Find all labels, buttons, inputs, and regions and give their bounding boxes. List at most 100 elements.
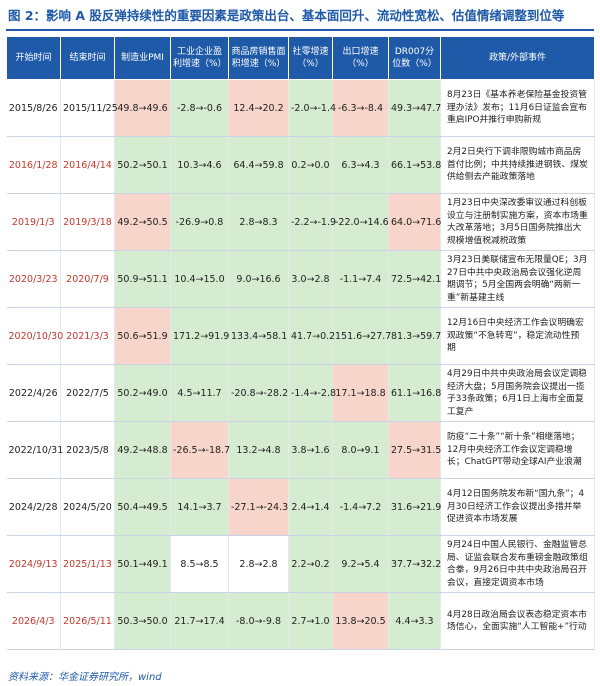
start-date-cell: 2024/2/28 — [6, 478, 61, 536]
event-cell: 12月16日中央经济工作会议明确宏观政策“不急转弯”，稳定流动性预期 — [440, 307, 595, 365]
indicator-cell: 21.7→17.4 — [170, 592, 229, 650]
start-date-cell: 2020/10/30 — [6, 307, 63, 365]
event-cell: 防疫“二十条”“新十条”相继落地；12月中央经济工作会议定调稳增长；ChatGP… — [440, 421, 595, 479]
indicator-cell: 4.4→3.3 — [388, 592, 441, 650]
table-row: 2024/9/13 2025/1/13 50.1→49.1 8.5→8.5 2.8→2.… — [6, 535, 595, 593]
event-cell: 4月28日政治局会议表态稳定资本市场信心，全面实施“人工智能+”行动 — [440, 592, 595, 650]
indicator-cell: -1.4→-2.8 — [288, 364, 336, 422]
figure-title: 图 2：影响 A 股反弹持续性的重要因素是政策出台、基本面回升、流动性宽松、估值… — [8, 8, 565, 23]
event-cell: 8月23日《基本养老保险基金投资管理办法》发布；11月6日证监会宣布重启IPO并… — [440, 79, 595, 137]
header-cell: 开始时间 — [6, 36, 61, 80]
indicator-cell: 151.6→27.7 — [332, 307, 391, 365]
indicator-cell: 10.3→4.6 — [170, 136, 229, 194]
indicator-cell: 49.2→50.5 — [114, 193, 171, 251]
start-date-cell: 2024/9/13 — [6, 535, 61, 593]
indicator-cell: -1.4→7.2 — [332, 478, 389, 536]
indicator-cell: 9.2→5.4 — [332, 535, 389, 593]
table-row: 2022/10/31 2023/5/8 49.2→48.8 -26.5→-18.7 13… — [6, 421, 595, 479]
end-date-cell: 2023/5/8 — [60, 421, 115, 479]
event-cell: 2月2日央行下调非限购城市商品房首付比例；中共持续推进钢铁、煤炭供给侧去产能政策… — [440, 136, 595, 194]
end-date-cell: 2025/1/13 — [60, 535, 115, 593]
indicator-cell: 37.7→32.2 — [388, 535, 441, 593]
indicator-cell: 8.0→9.1 — [332, 421, 389, 479]
indicator-cell: 49.2→48.8 — [114, 421, 171, 479]
indicator-cell: -20.8→-28.2 — [228, 364, 289, 422]
indicator-cell: 61.1→16.8 — [388, 364, 441, 422]
table-row: 2020/3/23 2020/7/9 50.9→51.1 10.4→15.0 9.0→1… — [6, 250, 595, 308]
table-row: 2015/8/26 2015/11/25 49.8→49.6 -2.8→-0.6 12.… — [6, 79, 595, 137]
end-date-cell: 2026/5/11 — [60, 592, 115, 650]
indicator-cell: 31.6→21.9 — [388, 478, 441, 536]
header-cell: 结束时间 — [60, 36, 115, 80]
indicator-cell: 50.2→49.0 — [114, 364, 171, 422]
indicator-cell: 12.4→20.2 — [228, 79, 289, 137]
indicator-cell: 50.6→51.9 — [114, 307, 171, 365]
start-date-cell: 2022/10/31 — [6, 421, 63, 479]
indicator-cell: -26.5→-18.7 — [170, 421, 230, 479]
indicator-cell: 10.4→15.0 — [170, 250, 229, 308]
end-date-cell: 2016/4/14 — [60, 136, 115, 194]
end-date-cell: 2015/11/25 — [60, 79, 118, 137]
start-date-cell: 2016/1/28 — [6, 136, 61, 194]
indicator-cell: 4.5→11.7 — [170, 364, 229, 422]
start-date-cell: 2026/4/3 — [6, 592, 61, 650]
source-note: 资料来源：华金证券研究所，wind — [8, 672, 162, 683]
indicator-cell: 3.0→2.8 — [288, 250, 333, 308]
indicator-cell: 6.3→4.3 — [332, 136, 389, 194]
end-date-cell: 2022/7/5 — [60, 364, 115, 422]
indicator-cell: 171.2→91.9 — [170, 307, 229, 365]
indicator-cell: 49.8→49.6 — [114, 79, 171, 137]
indicator-cell: 9.0→16.6 — [228, 250, 289, 308]
indicator-cell: -2.2→-1.9 — [288, 193, 336, 251]
indicator-cell: 72.5→42.1 — [388, 250, 441, 308]
data-table: 开始时间 结束时间 制造业PMI 工业企业盈利增速（%） 商品房销售面积增速（%… — [6, 36, 595, 650]
indicator-cell: 17.1→18.8 — [332, 364, 389, 422]
event-cell: 4月12日国务院发布新“国九条”；4月30日经济工作会议提出多措并举促进资本市场… — [440, 478, 595, 536]
indicator-cell: 41.7→0.2 — [288, 307, 335, 365]
indicator-cell: 13.8→20.5 — [332, 592, 389, 650]
header-cell: DR007分位数（%） — [388, 36, 441, 80]
header-cell: 政策/外部事件 — [440, 36, 595, 80]
header-cell: 商品房销售面积增速（%） — [228, 36, 289, 80]
start-date-cell: 2020/3/23 — [6, 250, 61, 308]
header-row: 开始时间 结束时间 制造业PMI 工业企业盈利增速（%） 商品房销售面积增速（%… — [6, 36, 595, 80]
indicator-cell: 2.2→0.2 — [288, 535, 333, 593]
indicator-cell: -2.8→-0.6 — [170, 79, 229, 137]
event-cell: 3月23日美联储宣布无限量QE；3月27日中共中央政治局会议强化逆周期调节；5月… — [440, 250, 595, 308]
title-rule — [6, 29, 594, 31]
header-cell: 制造业PMI — [114, 36, 171, 80]
indicator-cell: 81.3→59.7 — [388, 307, 441, 365]
table-row: 2022/4/26 2022/7/5 50.2→49.0 4.5→11.7 -20.8→… — [6, 364, 595, 422]
table-row: 2016/1/28 2016/4/14 50.2→50.1 10.3→4.6 64.4→… — [6, 136, 595, 194]
indicator-cell: 2.7→1.0 — [288, 592, 333, 650]
indicator-cell: 50.9→51.1 — [114, 250, 171, 308]
indicator-cell: 14.1→3.7 — [170, 478, 229, 536]
indicator-cell: 64.4→59.8 — [228, 136, 289, 194]
indicator-cell: 27.5→31.5 — [388, 421, 441, 479]
indicator-cell: -26.9→0.8 — [170, 193, 229, 251]
event-cell: 9月24日中国人民银行、金融监管总局、证监会联合发布重磅金融政策组合拳，9月26… — [440, 535, 595, 593]
indicator-cell: 133.4→58.1 — [228, 307, 289, 365]
indicator-cell: 50.4→49.5 — [114, 478, 171, 536]
indicator-cell: 2.8→2.8 — [228, 535, 289, 593]
indicator-cell: 13.2→4.8 — [228, 421, 289, 479]
indicator-cell: 0.2→0.0 — [288, 136, 333, 194]
indicator-cell: -27.1→-24.3 — [228, 478, 289, 536]
indicator-cell: -22.0→14.6 — [332, 193, 389, 251]
end-date-cell: 2021/3/3 — [60, 307, 115, 365]
header-cell: 社零增速（%） — [288, 36, 333, 80]
indicator-cell: 8.5→8.5 — [170, 535, 229, 593]
start-date-cell: 2015/8/26 — [6, 79, 61, 137]
indicator-cell: -6.3→-8.4 — [332, 79, 389, 137]
table-row: 2024/2/28 2024/5/20 50.4→49.5 14.1→3.7 -27.1… — [6, 478, 595, 536]
event-cell: 4月29日中共中央政治局会议定调稳经济大盘；5月国务院会议提出一揽子33条政策；… — [440, 364, 595, 422]
indicator-cell: 50.2→50.1 — [114, 136, 171, 194]
indicator-cell: -1.1→7.4 — [332, 250, 389, 308]
table-row: 2026/4/3 2026/5/11 50.3→50.0 21.7→17.4 -8.0→… — [6, 592, 595, 650]
indicator-cell: 66.1→53.8 — [388, 136, 441, 194]
table-row: 2019/1/3 2019/3/18 49.2→50.5 -26.9→0.8 2.8→8… — [6, 193, 595, 251]
end-date-cell: 2020/7/9 — [60, 250, 115, 308]
end-date-cell: 2019/3/18 — [60, 193, 115, 251]
indicator-cell: 49.3→47.7 — [388, 79, 441, 137]
indicator-cell: 3.8→1.6 — [288, 421, 333, 479]
